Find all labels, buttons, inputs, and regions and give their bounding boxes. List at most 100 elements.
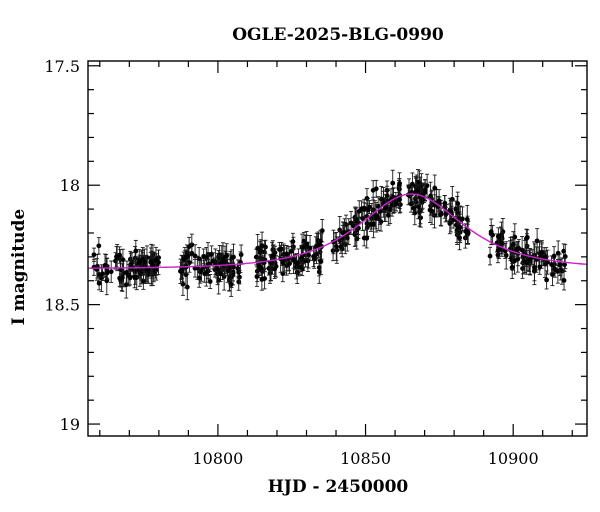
y-tick-label: 18: [60, 176, 80, 195]
chart-title: OGLE-2025-BLG-0990: [232, 25, 444, 45]
data-point: [510, 241, 516, 247]
data-point: [397, 197, 403, 203]
data-point: [202, 271, 208, 277]
data-point: [255, 245, 261, 251]
data-point: [397, 202, 403, 208]
data-point: [361, 205, 367, 211]
x-tick-label: 10850: [340, 449, 391, 468]
data-point: [119, 275, 125, 280]
data-point: [192, 253, 198, 259]
model-curve: [88, 193, 588, 269]
data-point: [356, 208, 362, 214]
data-point: [455, 201, 461, 206]
data-point: [457, 225, 463, 230]
data-point: [353, 218, 359, 224]
data-point: [333, 244, 339, 249]
data-point: [311, 254, 316, 259]
x-axis-label: HJD - 2450000: [268, 477, 409, 497]
data-point: [120, 257, 126, 263]
data-point: [438, 212, 444, 217]
data-point: [236, 269, 242, 275]
data-point: [185, 254, 190, 259]
data-point: [373, 216, 379, 221]
data-point: [411, 205, 417, 211]
data-point: [551, 253, 557, 259]
data-point: [290, 239, 296, 244]
x-tick-labels: 10800 10850 10900: [192, 449, 538, 468]
data-points: [91, 169, 568, 301]
data-point: [562, 254, 568, 259]
data-point: [180, 281, 186, 287]
x-tick-label: 10900: [488, 449, 539, 468]
data-point: [447, 221, 453, 226]
data-point: [364, 235, 370, 241]
data-point: [383, 205, 389, 211]
data-point: [284, 251, 290, 257]
data-point: [137, 271, 143, 277]
data-point: [272, 266, 278, 272]
data-point: [549, 262, 554, 267]
data-point: [436, 198, 442, 204]
data-point: [524, 234, 530, 240]
data-point: [503, 252, 509, 258]
data-point: [545, 259, 550, 265]
data-point: [181, 257, 187, 262]
data-point: [338, 244, 344, 250]
data-point: [488, 229, 494, 235]
data-point: [316, 242, 321, 248]
y-tick-label: 19: [60, 415, 80, 434]
data-point: [318, 259, 324, 264]
data-point: [495, 234, 501, 239]
data-point: [223, 259, 229, 265]
data-point: [410, 181, 415, 187]
data-point: [228, 282, 234, 287]
data-point: [210, 258, 216, 264]
data-point: [544, 277, 550, 283]
data-point: [137, 259, 142, 265]
data-point: [269, 253, 275, 259]
y-axis-label: I magnitude: [9, 209, 29, 326]
data-point: [463, 228, 469, 234]
data-point: [413, 189, 419, 195]
data-point: [509, 264, 515, 270]
data-point: [117, 252, 122, 258]
y-tick-label: 17.5: [44, 57, 80, 76]
data-point: [562, 262, 567, 267]
data-point: [534, 238, 540, 244]
data-point: [415, 179, 421, 185]
y-tick-label: 18.5: [44, 296, 80, 315]
data-point: [393, 201, 399, 207]
data-point: [218, 271, 223, 277]
data-point: [397, 181, 402, 186]
data-point: [522, 258, 528, 264]
data-point: [140, 256, 146, 262]
data-point: [189, 250, 195, 256]
data-point: [396, 186, 402, 191]
data-point: [378, 219, 384, 225]
data-point: [371, 221, 376, 227]
data-point: [178, 268, 183, 274]
data-point: [552, 266, 558, 272]
data-point: [304, 241, 310, 247]
data-point: [499, 240, 505, 246]
axis-ticks: [88, 61, 587, 436]
data-point: [153, 257, 159, 263]
data-point: [526, 257, 532, 263]
data-point: [270, 247, 276, 253]
data-point: [224, 253, 230, 259]
data-point: [487, 253, 493, 259]
data-point: [532, 264, 537, 270]
data-point: [390, 180, 396, 186]
data-point: [197, 269, 203, 275]
data-point: [238, 252, 244, 258]
data-point: [280, 260, 286, 266]
data-point: [96, 280, 102, 286]
data-point: [537, 264, 543, 270]
data-point: [377, 209, 383, 214]
data-point: [429, 208, 435, 214]
data-point: [259, 243, 265, 249]
data-point: [408, 201, 414, 207]
data-point: [132, 274, 138, 280]
data-point: [126, 272, 132, 278]
